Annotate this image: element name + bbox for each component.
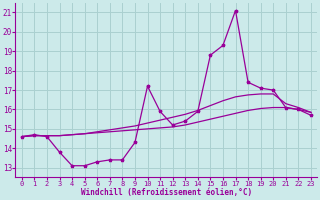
X-axis label: Windchill (Refroidissement éolien,°C): Windchill (Refroidissement éolien,°C) xyxy=(81,188,252,197)
